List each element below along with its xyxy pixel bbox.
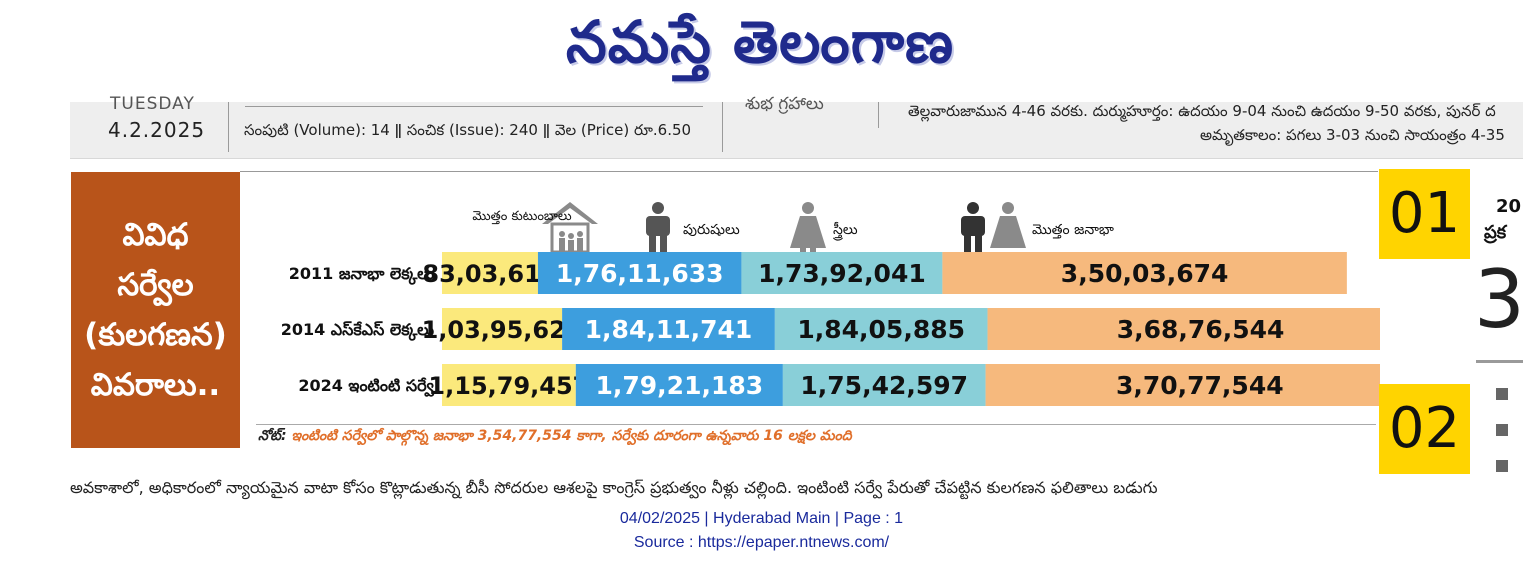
panchang-line-1: తెల్లవారుజామున 4-46 వరకు. దుర్ముహూర్తం: … [908, 102, 1496, 120]
bar-value-label: 1,03,95,629 [422, 316, 583, 344]
legend-females: స్త్రీలు [833, 221, 858, 241]
bar-value-label: 1,84,11,741 [585, 315, 753, 344]
note-text: ఇంటింటి సర్వేలో పాల్గొన్న జనాభా 3,54,77,… [286, 428, 852, 444]
bar-value-label: 1,76,11,633 [556, 259, 724, 288]
badge-01: 01 [1379, 169, 1470, 259]
survey-comparison-chart: మొత్తం కుటుంబాలు పురుషులు స్త్రీలు మొత్త… [281, 202, 1380, 406]
right-column-text: 20 [1496, 196, 1522, 217]
bar-value-label: 1,84,05,885 [797, 315, 965, 344]
survey-title-panel: వివిధ సర్వేల (కులగణన) వివరాలు.. [71, 172, 240, 448]
chart-note: నోట్: ఇంటింటి సర్వేలో పాల్గొన్న జనాభా 3,… [258, 428, 1368, 447]
right-column-text: ప్రక [1484, 222, 1507, 243]
bar-value-label: 3,50,03,674 [1061, 259, 1229, 288]
panel-line: (కులగణన) [84, 317, 227, 353]
panel-line: వివిధ [122, 217, 189, 253]
bar-segment [774, 308, 988, 350]
info-strip: TUESDAY 4.2.2025 సంపుటి (Volume): 14 ǁ స… [70, 94, 1523, 159]
bar-segment [442, 308, 563, 350]
bar-segment [562, 308, 775, 350]
row-label: 2024 ఇంటింటి సర్వే [298, 376, 434, 397]
bar-value-label: 1,79,21,183 [596, 371, 764, 400]
panel-line: వివరాలు.. [90, 367, 221, 403]
bar-segment [987, 308, 1380, 350]
row-label: 2011 జనాభా లెక్కలు [289, 264, 435, 285]
couple-icon [961, 202, 1026, 252]
badge-02: 02 [1379, 384, 1470, 474]
strip-mid-text: శుభ గ్రహాలు [745, 94, 824, 114]
legend-households: మొత్తం కుటుంబాలు [472, 209, 572, 225]
male-icon [646, 202, 670, 252]
legend-males: పురుషులు [683, 222, 740, 238]
footer-edition-info: 04/02/2025 | Hyderabad Main | Page : 1 [619, 510, 904, 527]
bar-segment [442, 252, 538, 294]
note-prefix: నోట్: [258, 428, 287, 444]
bar-segment [575, 364, 783, 406]
bar-segment [741, 252, 943, 294]
bar-value-label: 1,75,42,597 [800, 371, 968, 400]
row-label: 2014 ఎస్‌కేఎస్ లెక్కలు [281, 320, 435, 341]
bar-value-label: 3,68,76,544 [1117, 315, 1285, 344]
bullet-marker [1496, 388, 1508, 400]
strip-divider [878, 102, 879, 128]
bar-value-label: 3,70,77,544 [1116, 371, 1284, 400]
masthead-logo: నమస్తే తెలంగాణ [566, 8, 954, 76]
note-separator [256, 424, 1376, 425]
bullet-marker [1496, 424, 1508, 436]
issue-day: TUESDAY [110, 94, 195, 114]
legend-total-population: మొత్తం జనాభా [1032, 222, 1114, 239]
bar-segment [985, 364, 1380, 406]
right-column-big-digit: 3 [1474, 253, 1523, 346]
bar-segment [537, 252, 742, 294]
chart-top-rule [240, 171, 1378, 172]
article-body-text: అవకాశాలో, అధికారంలో న్యాయమైన వాటా కోసం క… [70, 478, 1158, 497]
strip-divider [722, 102, 723, 152]
panchang-line-2: అమృతకాలం: పగలు 3-03 నుంచి సాయంత్రం 4-35 [1200, 126, 1505, 144]
bar-value-label: 1,15,79,457 [428, 372, 589, 400]
bullet-marker [1496, 460, 1508, 472]
strip-divider [228, 102, 229, 152]
bar-segment [782, 364, 986, 406]
issue-date: 4.2.2025 [108, 118, 206, 142]
strip-rule [245, 106, 703, 107]
female-icon [790, 202, 826, 252]
volume-issue-price: సంపుటి (Volume): 14 ǁ సంచిక (Issue): 240… [244, 121, 692, 139]
bar-value-label: 1,73,92,041 [758, 259, 926, 288]
bar-value-label: 83,03,612 [422, 260, 557, 288]
right-column-rule [1476, 360, 1523, 363]
footer-source: Source : https://epaper.ntnews.com/ [633, 534, 890, 551]
bar-segment [442, 364, 576, 406]
panel-line: సర్వేల [117, 267, 194, 303]
bar-segment [942, 252, 1347, 294]
